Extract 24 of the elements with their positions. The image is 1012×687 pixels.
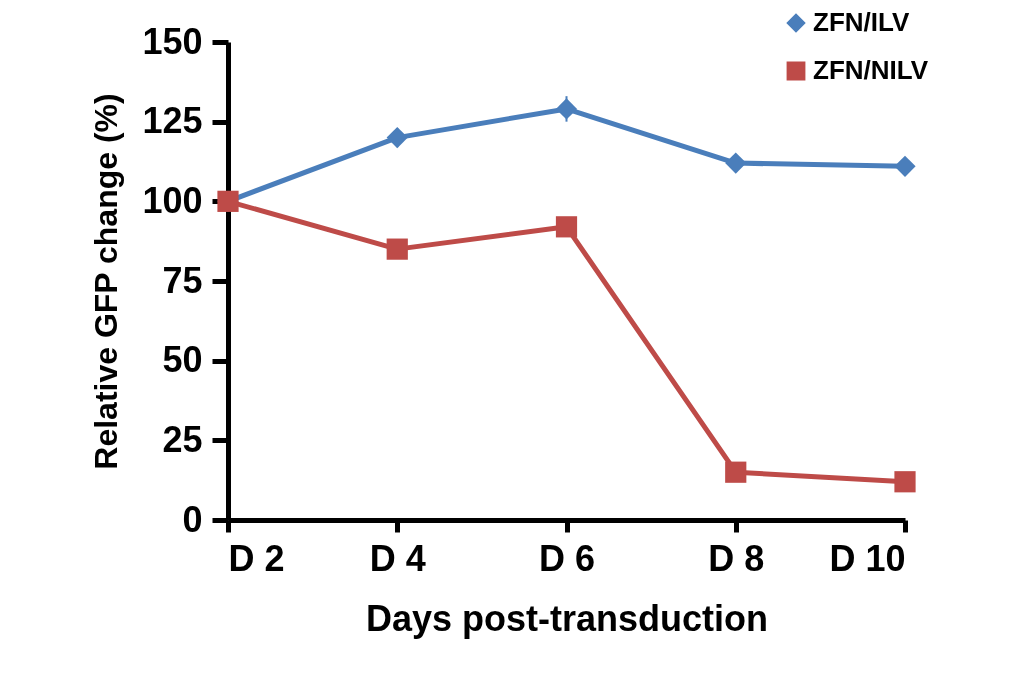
point [555, 216, 578, 238]
y-tick-label: 75 [162, 259, 203, 301]
y-tick-label: 25 [162, 418, 203, 460]
point [555, 98, 578, 120]
x-tick-label: D 6 [538, 537, 596, 579]
y-tick-label: 125 [142, 100, 203, 142]
y-tick-label: 150 [142, 20, 203, 62]
point [894, 155, 916, 177]
x-tick-label: D 4 [369, 537, 426, 579]
y-axis-title: Relative GFP change (%) [88, 93, 125, 470]
point [725, 461, 747, 483]
x-tick-label: D 10 [829, 537, 906, 579]
legend-label: ZFN/ILV [813, 7, 910, 37]
x-tick-label: D 2 [228, 537, 285, 579]
x-axis-title: Days post-transduction [365, 597, 769, 639]
y-tick-label: 0 [182, 498, 203, 540]
y-tick-label: 100 [142, 179, 203, 221]
x-tick-label: D 8 [708, 537, 765, 579]
point [894, 471, 916, 493]
point [386, 238, 408, 260]
legend-label: ZFN/NILV [813, 55, 929, 85]
y-tick-label: 50 [162, 339, 203, 381]
point [386, 126, 408, 149]
point [725, 152, 747, 174]
